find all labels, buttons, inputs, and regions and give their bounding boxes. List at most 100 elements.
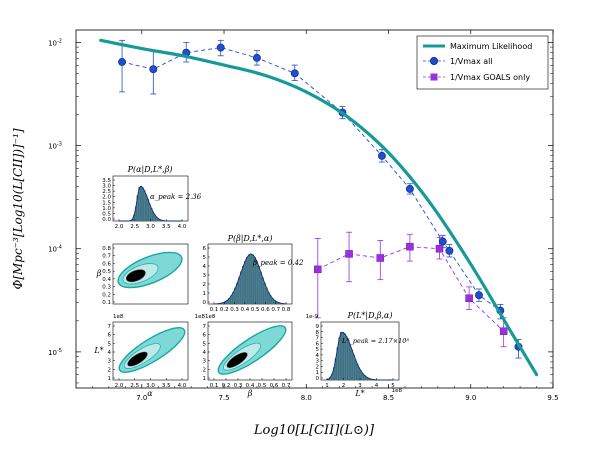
legend-swatch-goals-marker xyxy=(430,73,438,81)
beta-hist-bar xyxy=(236,282,239,305)
beta-hist-x-xtick-label: 0.2 xyxy=(220,307,229,313)
alpha-hist-y-ytick-label: 3.5 xyxy=(102,178,111,184)
vmax-all-point xyxy=(377,151,386,160)
beta-hist-y-ytick-label: 0 xyxy=(203,300,207,306)
y-axis-label: Φ[Mpc⁻³[Log10(L[CII])]⁻¹] xyxy=(11,128,25,289)
vmax-goals-point xyxy=(435,244,444,253)
lstar-hist-x-xtick-label: 2 xyxy=(342,383,346,389)
main-plot-frame xyxy=(75,29,554,389)
beta-hist-x-xtick-label: 0.5 xyxy=(251,307,260,313)
y-tick-exponent: -2 xyxy=(57,38,62,44)
beta-hist-annotation: β_peak = 0.42 xyxy=(252,259,304,267)
y-tick-label: 10-3 xyxy=(48,142,62,151)
vmax-all-point xyxy=(475,291,483,300)
alpha-hist-bar xyxy=(140,186,143,222)
lstar-alpha-contour xyxy=(118,327,186,373)
beta-hist-bar xyxy=(238,277,241,305)
lstar-hist-fit xyxy=(326,331,394,381)
lstar-hist-y-ytick-label: 6 xyxy=(316,341,320,347)
beta-hist-bar xyxy=(259,271,262,305)
lstar-beta-y-ytick-label: 4 xyxy=(203,350,207,356)
lstar-alpha-x-xtick-label: 3.0 xyxy=(146,383,155,389)
beta-hist-bar xyxy=(245,257,249,305)
beta-hist-y-ytick-label: 1 xyxy=(203,291,207,297)
lstar-alpha-y-ytick-label: 7 xyxy=(108,324,112,330)
lstar-beta-y-ytick-label: 5 xyxy=(203,341,207,347)
lstar-hist-annotation: L*_peak = 2.17×10⁸ xyxy=(341,337,409,345)
beta-hist-bar xyxy=(242,266,245,305)
beta-alpha-y-ytick-label: 0.4 xyxy=(102,277,111,283)
y-tick-label: 10-5 xyxy=(48,348,62,357)
vmax-all-point xyxy=(149,65,158,74)
legend-label-ml: Maximum Likelihood xyxy=(450,42,532,51)
lstar-beta-y-ytick-label: 6 xyxy=(203,333,207,339)
x-tick-label: 9.0 xyxy=(465,394,476,402)
legend: Maximum Likelihood 1/Vmax all 1/Vmax GOA… xyxy=(416,35,549,90)
lstar-beta-x-xtick-label: 0.6 xyxy=(270,383,279,389)
x-tick-label: 8.0 xyxy=(301,394,312,402)
beta-alpha-y-ytick-label: 0.8 xyxy=(102,246,111,252)
alpha-hist-bar xyxy=(145,194,148,222)
x-tick-label: 9.5 xyxy=(547,394,558,402)
lstar-alpha-xlabel: α xyxy=(147,389,153,398)
vmax-all-point xyxy=(118,58,127,66)
lstar-hist-offset-y: 1e-9 xyxy=(306,314,319,320)
alpha-hist-x-xtick-label: 2.0 xyxy=(115,224,124,230)
alpha-hist-bar xyxy=(148,203,151,222)
lstar-hist-y-ytick-label: 5 xyxy=(316,347,320,353)
alpha-hist-x-xtick-label: 3.0 xyxy=(146,224,155,230)
beta-alpha-y-ytick-label: 0.2 xyxy=(102,292,111,298)
lstar-hist-title: P(L*|D,β,α) xyxy=(347,311,393,320)
beta-alpha-y-ytick-label: 0.6 xyxy=(102,261,111,267)
x-axis-label: Log10[L[CII](L⊙)] xyxy=(253,423,375,438)
alpha-hist-y-ytick-label: 1.0 xyxy=(102,206,111,212)
legend-label-goals: 1/Vmax GOALS only xyxy=(450,73,530,82)
vmax-all-point xyxy=(290,69,299,78)
lstar-hist-y-ytick-label: 3 xyxy=(316,359,320,365)
lstar-hist-x-xtick-label: 5 xyxy=(391,383,395,389)
lstar-beta-x-xtick-label: 0.2 xyxy=(222,383,231,389)
beta-hist-y-ytick-label: 5 xyxy=(203,255,207,261)
lstar-hist-y-ytick-label: 0 xyxy=(316,376,320,382)
beta-hist-y-ytick-label: 4 xyxy=(203,264,207,270)
lstar-hist-bar xyxy=(354,359,357,381)
lstar-beta-contour xyxy=(217,325,287,375)
alpha-hist-title: P(α|D,L*,β) xyxy=(127,165,173,174)
beta-alpha-contour xyxy=(117,251,183,289)
max-likelihood-curve xyxy=(99,38,539,377)
lstar-beta-contour-core xyxy=(226,352,248,368)
beta-alpha-y-ytick-label: 0.3 xyxy=(102,285,111,291)
beta-hist-bar xyxy=(261,277,264,305)
lstar-hist-y-ytick-label: 7 xyxy=(316,336,320,342)
alpha-hist-x-xtick-label: 2.5 xyxy=(130,224,139,230)
legend-swatch-vall-marker xyxy=(430,57,438,65)
beta-hist-x-xtick-label: 0.4 xyxy=(240,307,249,313)
beta-hist-x-xtick-label: 0.3 xyxy=(230,307,239,313)
lstar-hist-x-xtick-label: 1 xyxy=(325,383,329,389)
corner-plot-insets: 0.00.51.01.52.02.53.03.52.0 2.5 3.0 3.5 4.0P… xyxy=(93,165,409,398)
lstar-hist-y-ytick-label: 8 xyxy=(316,330,320,336)
vmax-goals-point xyxy=(314,265,322,274)
beta-alpha-contour-core xyxy=(125,269,146,283)
y-tick-label: 10-4 xyxy=(48,245,62,254)
beta-hist-y-ytick-label: 2 xyxy=(203,282,207,288)
lstar-alpha-y-ytick-label: 2 xyxy=(108,367,112,373)
beta-hist-bar xyxy=(265,287,268,305)
lstar-beta-y-ytick-label: 2 xyxy=(203,367,207,373)
lstar-beta-x-xtick-label: 0.1 xyxy=(210,383,219,389)
vmax-all-line xyxy=(121,47,519,347)
beta-hist-bar xyxy=(263,282,266,305)
alpha-hist-y-ytick-label: 2.0 xyxy=(102,195,111,201)
beta-alpha-y-ytick-label: 0.1 xyxy=(102,300,111,306)
vmax-all-point xyxy=(252,53,261,62)
lstar-hist-y-ytick-label: 1 xyxy=(316,370,320,376)
beta-hist-bar xyxy=(249,253,252,305)
alpha-hist-bar xyxy=(141,187,144,222)
lstar-hist-bar xyxy=(347,340,350,381)
lstar-beta-x-xtick-label: 0.5 xyxy=(258,383,267,389)
alpha-hist-fit xyxy=(118,185,183,222)
alpha-hist-x-xtick-label: 3.5 xyxy=(162,224,171,230)
alpha-hist-y-ytick-label: 0.5 xyxy=(102,211,111,217)
y-tick-exponent: -3 xyxy=(57,142,62,148)
